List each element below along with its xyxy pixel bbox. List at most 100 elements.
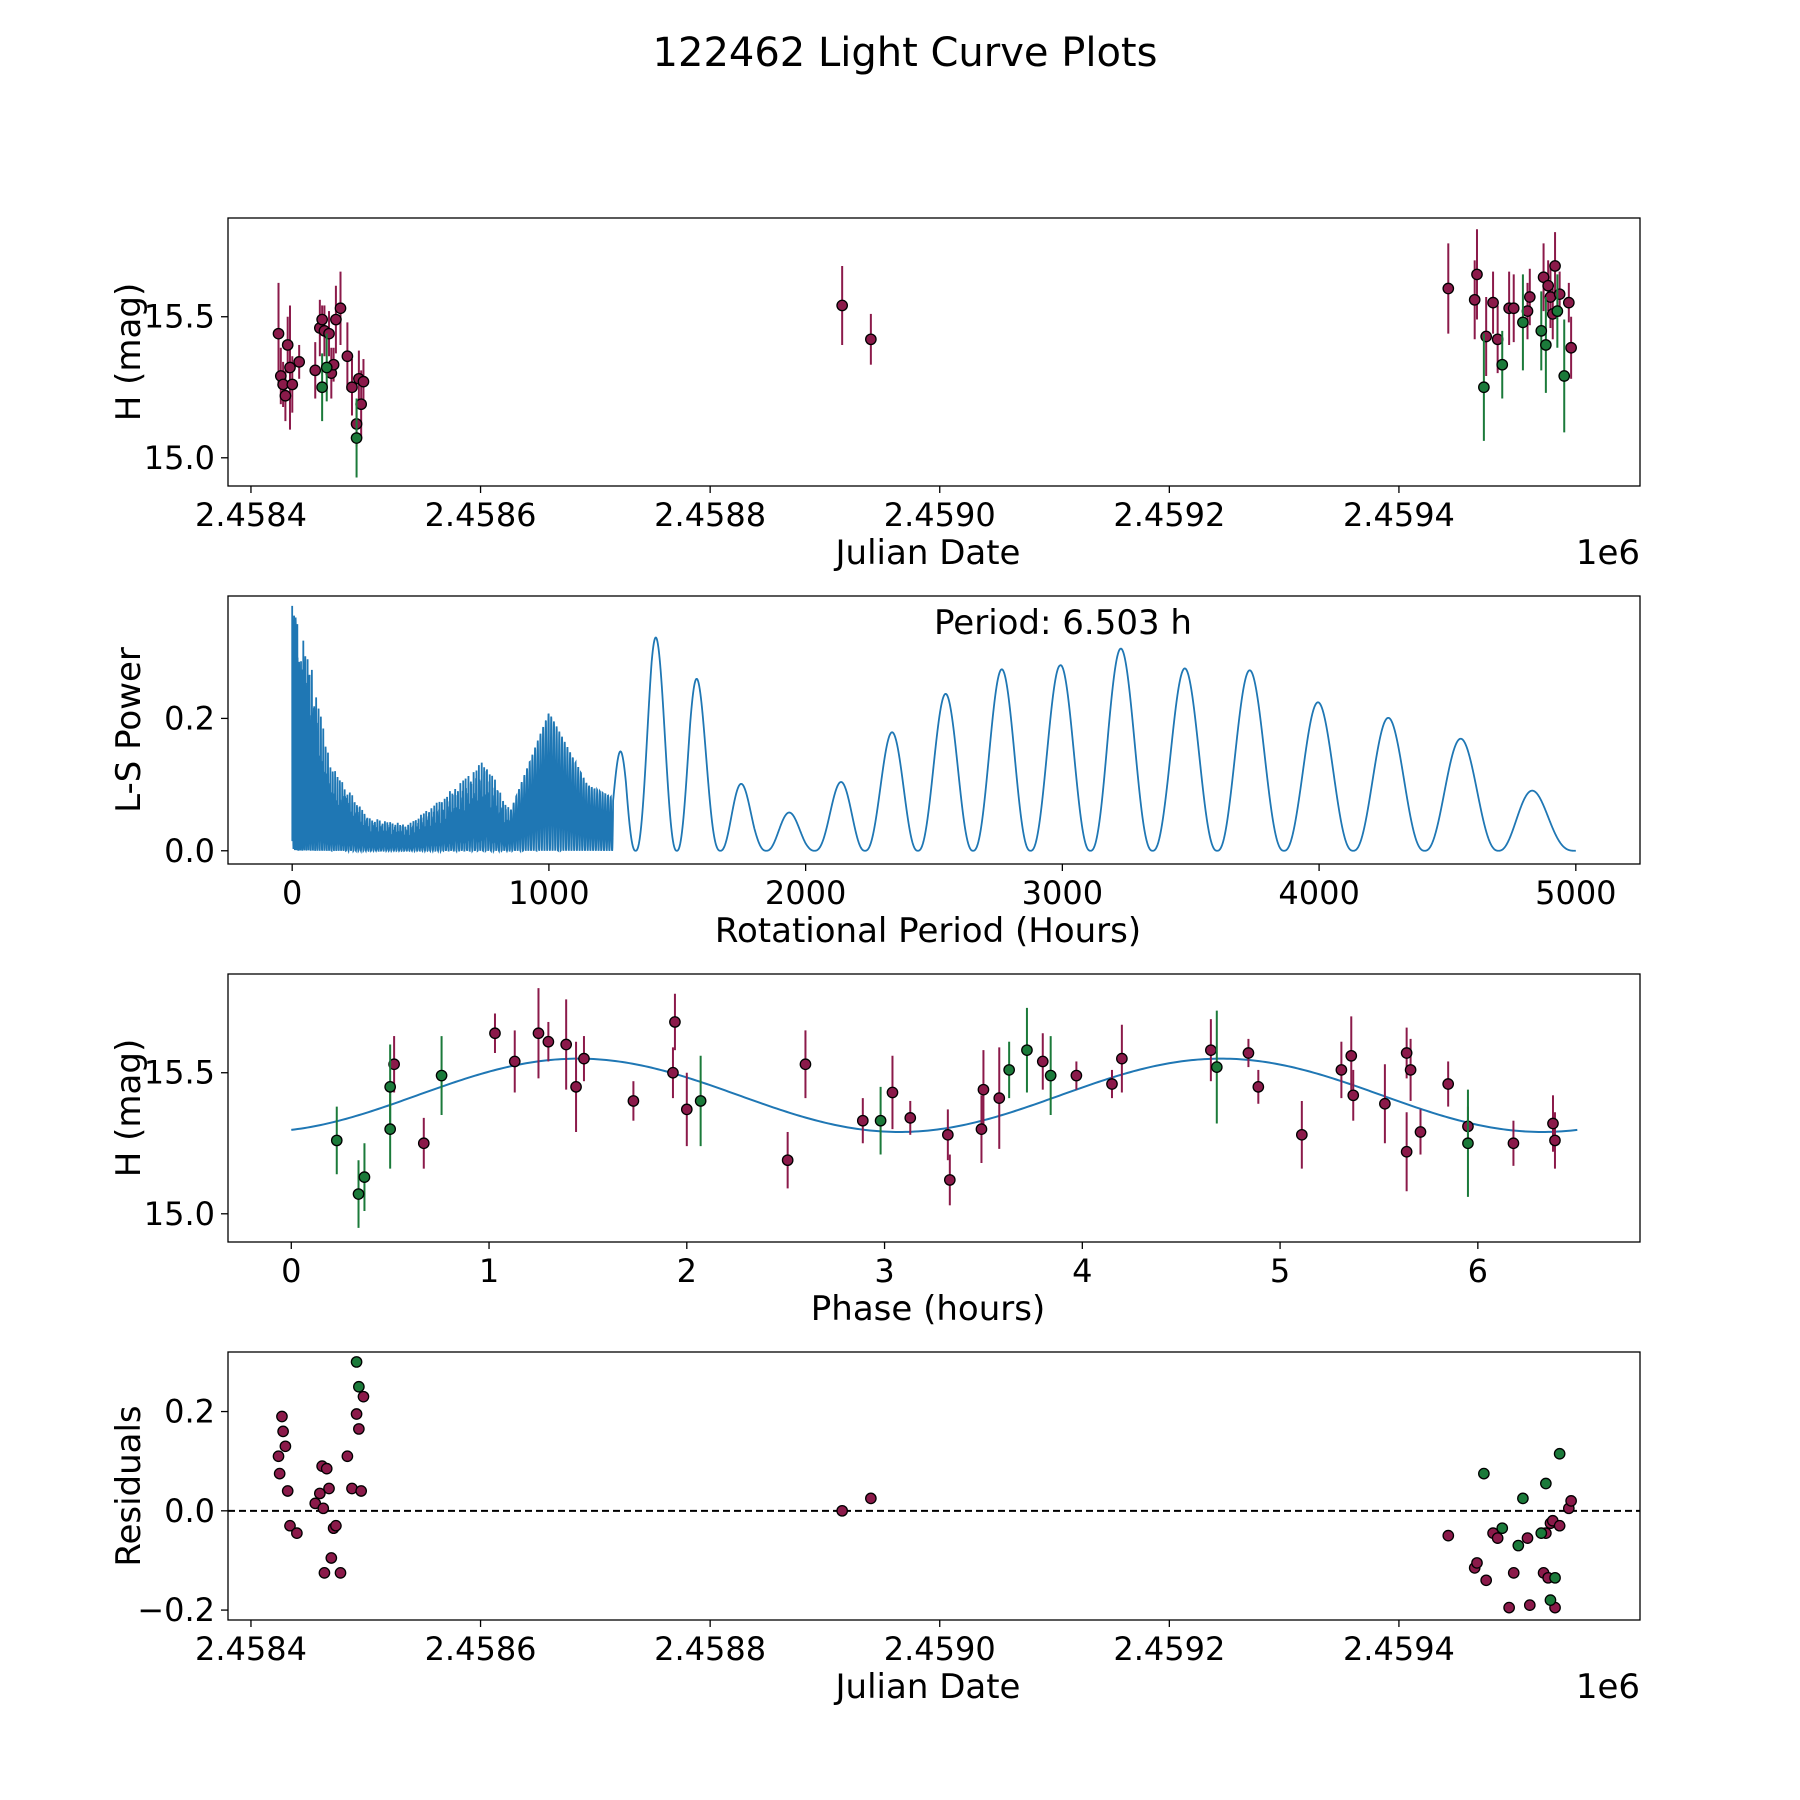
light_curve-xtick-label: 2.4588	[654, 496, 766, 534]
residuals-point-r	[318, 1567, 331, 1579]
residuals-point-r	[836, 1504, 849, 1517]
phased-point-r	[1400, 1047, 1413, 1059]
residuals-point-g	[1496, 1522, 1509, 1535]
phased-point-r	[1036, 1055, 1049, 1068]
phased-point-r	[799, 1058, 812, 1071]
phased-xtick-label: 6	[1468, 1252, 1488, 1290]
residuals-point-r	[272, 1450, 285, 1463]
residuals-ytick-label: 0.0	[164, 1492, 215, 1530]
phased-point-r	[1547, 1117, 1559, 1130]
residuals-xtick-label: 2.4590	[884, 1630, 996, 1668]
phased-point-r	[560, 1038, 573, 1051]
phased-xtick-label: 4	[1072, 1252, 1092, 1290]
residuals-point-g	[1478, 1467, 1490, 1480]
phased-point-r	[977, 1083, 990, 1096]
phased-point-r	[1400, 1145, 1413, 1158]
periodogram-xtick-label: 5000	[1535, 874, 1616, 912]
phased-xtick-label: 1	[479, 1252, 499, 1290]
light_curve-plot-area	[272, 229, 1577, 478]
light_curve-point-r	[1549, 260, 1561, 272]
residuals-point-r	[320, 1462, 333, 1475]
light_curve-panel: 2.4584 2.4586 2.4588 2.4590 2.4592 2.4594 15.0…	[109, 217, 1641, 573]
residuals-point-r	[277, 1425, 289, 1438]
phased-point-r	[1242, 1047, 1255, 1059]
phased-point-r	[1347, 1089, 1360, 1102]
residuals-xlabel: Julian Date	[834, 1667, 1021, 1707]
phased-point-r	[781, 1154, 794, 1167]
periodogram-ytick-label: 0.2	[164, 699, 215, 737]
residuals-point-r	[353, 1423, 365, 1435]
residuals-point-r	[1471, 1557, 1483, 1569]
light_curve-ylabel: H (mag)	[109, 283, 149, 421]
light_curve-point-r	[865, 333, 877, 346]
residuals-xtick-label: 2.4584	[195, 1630, 307, 1668]
light_curve-point-g	[1558, 370, 1571, 382]
residuals-xtick-label: 2.4588	[654, 1630, 766, 1668]
light_curve-point-g	[1517, 316, 1529, 329]
ls-power-series-line	[291, 605, 1576, 855]
phased-ylabel: H (mag)	[109, 1039, 149, 1177]
periodogram-axes-frame	[227, 595, 1641, 865]
phased-point-g	[384, 1123, 397, 1136]
residuals-point-r	[341, 1450, 354, 1463]
light_curve-point-r	[836, 299, 849, 312]
phased-point-r	[943, 1174, 956, 1186]
residuals-point-g	[353, 1380, 365, 1393]
light_curve-point-r	[316, 313, 328, 326]
residuals-point-r	[865, 1492, 877, 1505]
phased-point-r	[1116, 1052, 1128, 1065]
residuals-ytick-label: 0.2	[164, 1393, 215, 1431]
phased-point-r	[1070, 1069, 1083, 1082]
light_curve-point-r	[1468, 293, 1481, 306]
light_curve-point-r	[357, 375, 370, 388]
light_curve-point-r	[293, 356, 306, 368]
light_curve-point-r	[323, 327, 335, 340]
model-fit-curve	[291, 1057, 1578, 1133]
residuals-point-g	[1517, 1492, 1529, 1505]
phased-point-g	[1210, 1061, 1223, 1073]
phased-point-r	[1252, 1080, 1265, 1093]
residuals-point-g	[1540, 1477, 1552, 1490]
phased-point-r	[993, 1092, 1006, 1104]
residuals-point-r	[273, 1467, 286, 1480]
phased-xtick-label: 0	[281, 1252, 301, 1290]
residuals-point-r	[284, 1519, 296, 1532]
phased-point-r	[1205, 1044, 1217, 1057]
light_curve-point-r	[334, 302, 347, 315]
light_curve-point-r	[279, 389, 292, 402]
residuals-point-r	[317, 1502, 330, 1515]
phased-point-r	[570, 1080, 582, 1093]
phased-point-r	[388, 1058, 400, 1071]
residuals-point-g	[1544, 1594, 1557, 1606]
light_curve-point-r	[281, 339, 294, 351]
residuals-point-r	[276, 1410, 288, 1423]
residuals-axes-frame	[227, 1351, 1641, 1621]
light_curve-point-g	[1535, 324, 1548, 337]
light_curve-xtick-label: 2.4586	[425, 496, 537, 534]
periodogram-xtick-label: 4000	[1278, 874, 1359, 912]
phased-point-r	[1295, 1128, 1308, 1141]
phased-ytick-label: 15.0	[144, 1195, 215, 1233]
light_curve-point-g	[1496, 358, 1509, 371]
phased-point-r	[856, 1114, 869, 1127]
light_curve-point-g	[1478, 381, 1490, 394]
residuals-point-r	[1480, 1574, 1493, 1587]
phased-xtick-label: 5	[1270, 1252, 1290, 1290]
residuals-point-r	[350, 1408, 363, 1420]
light_curve-point-r	[1553, 288, 1566, 301]
light_curve-point-r	[284, 361, 296, 374]
residuals-point-g	[1553, 1447, 1566, 1460]
light_curve-point-r	[346, 381, 358, 394]
residuals-point-r	[325, 1552, 338, 1564]
phased-point-r	[1106, 1078, 1118, 1090]
residuals-panel: 2.4584 2.4586 2.4588 2.4590 2.4592 2.4594 −0.2…	[109, 1351, 1641, 1707]
phased-point-r	[1507, 1137, 1520, 1150]
periodogram-xlabel: Rotational Period (Hours)	[715, 911, 1141, 951]
light_curve-point-r	[1523, 291, 1536, 303]
residuals-ytick-label: −0.2	[137, 1591, 215, 1629]
light_curve-point-r	[309, 364, 322, 377]
residuals-point-r	[330, 1519, 342, 1532]
light_curve-xtick-label: 2.4584	[195, 496, 307, 534]
periodogram-xtick-label: 3000	[1022, 874, 1103, 912]
